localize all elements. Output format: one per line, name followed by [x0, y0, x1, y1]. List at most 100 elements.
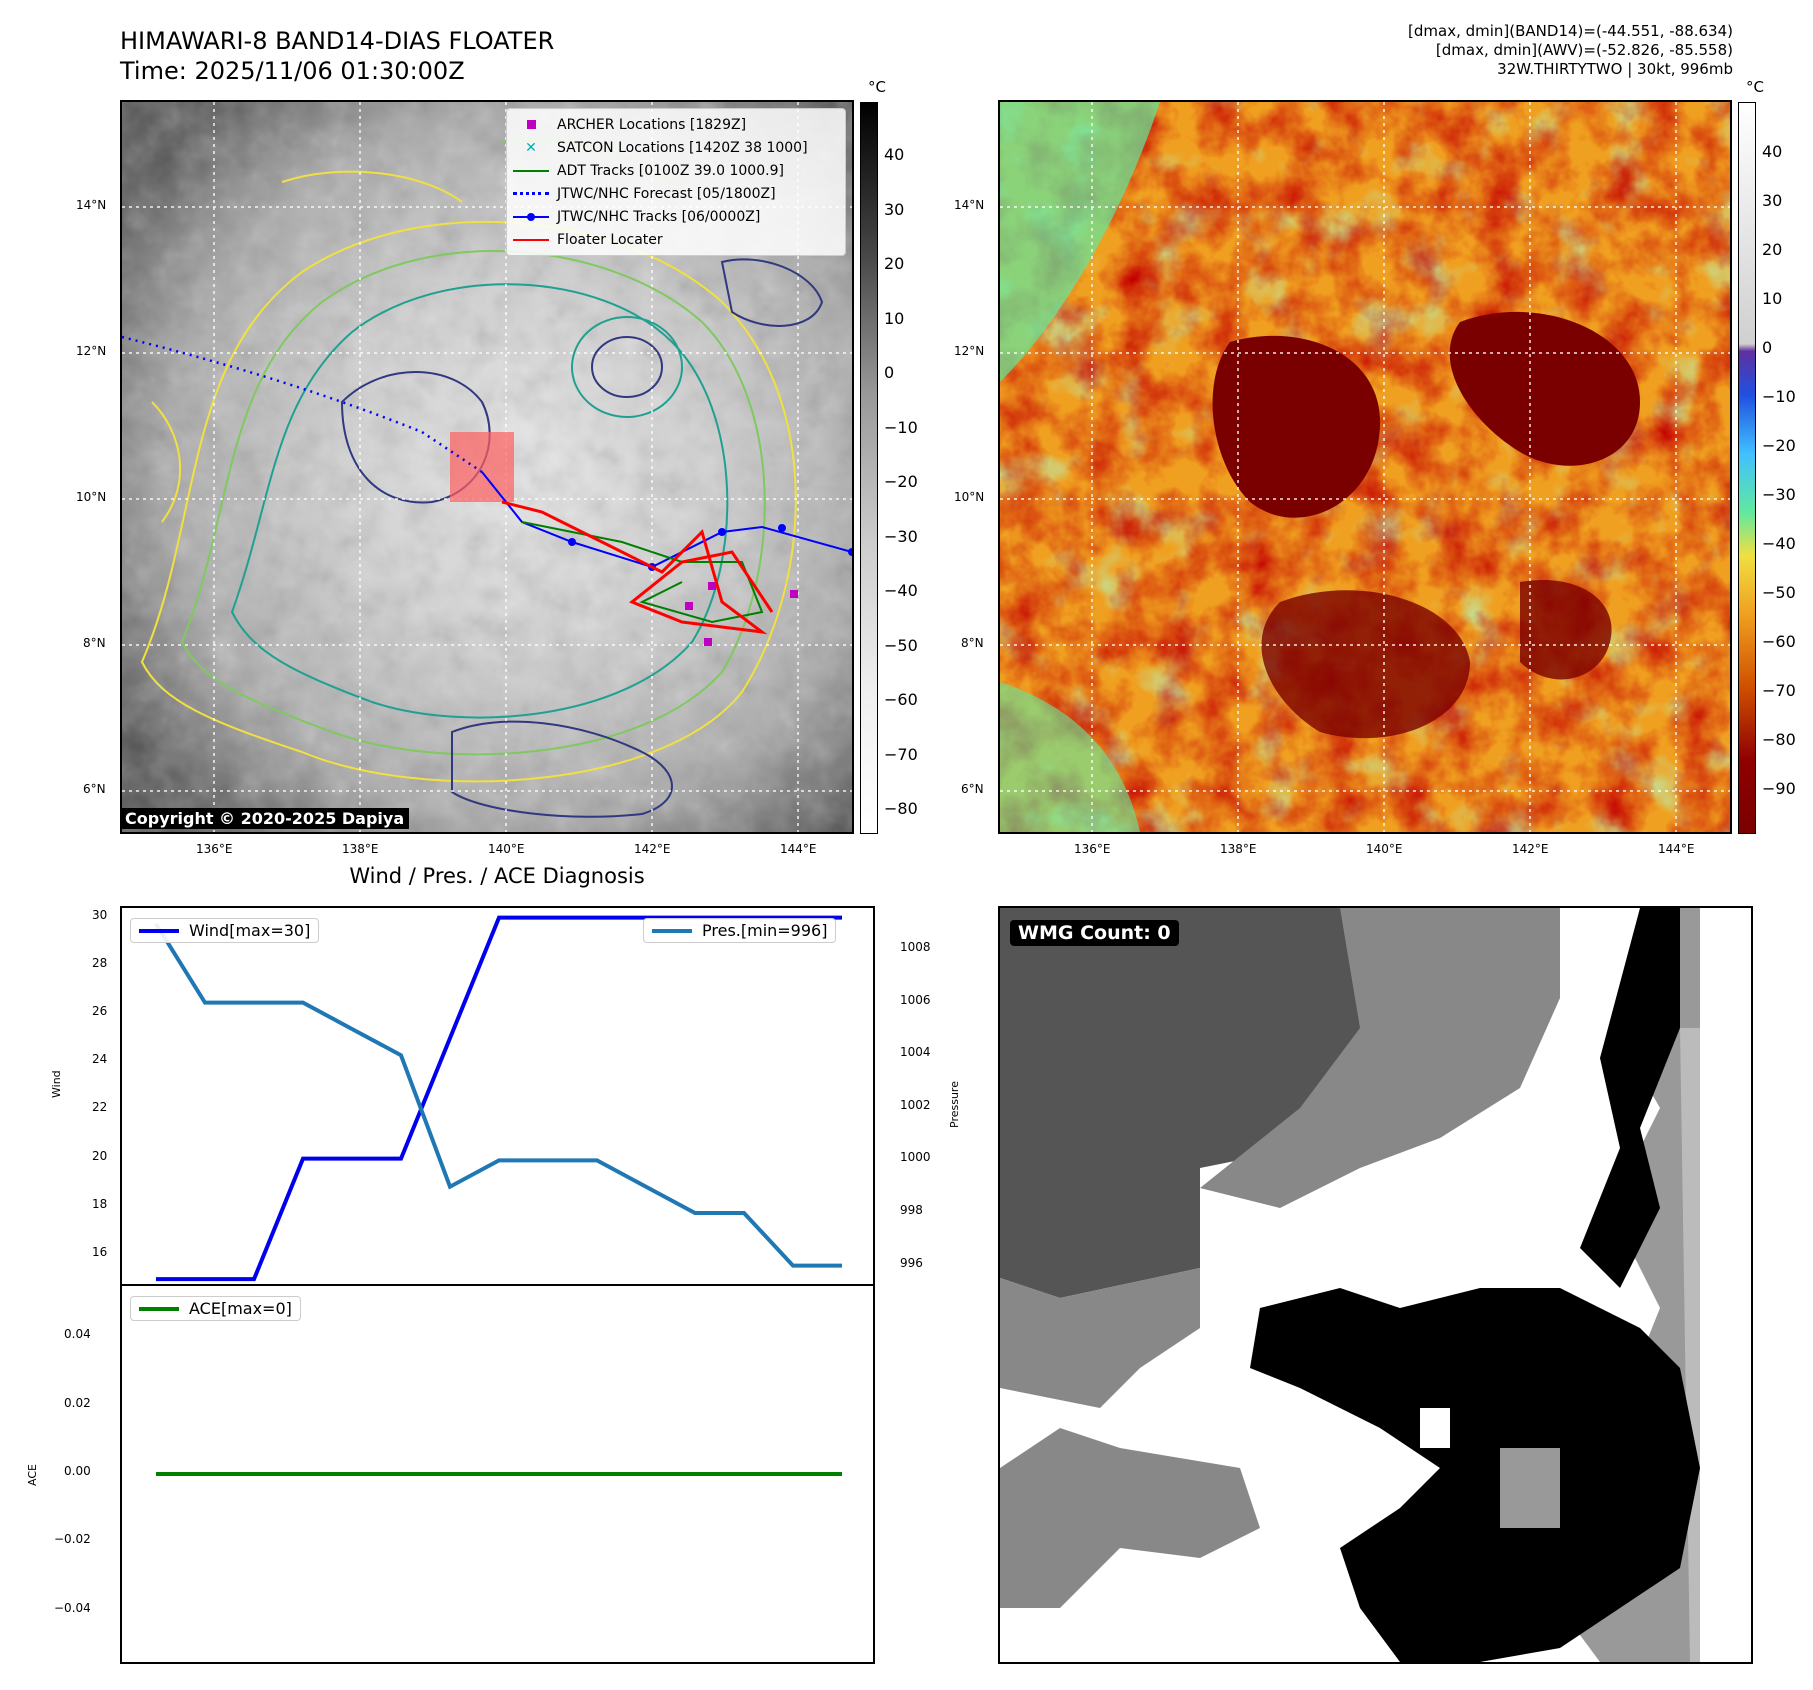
ace-plot — [120, 1284, 875, 1664]
title-line-1: HIMAWARI-8 BAND14-DIAS FLOATER — [120, 27, 555, 55]
colorbar-tick: −10 — [1762, 387, 1796, 406]
legend-floater: Floater Locater — [513, 228, 839, 251]
pressure-tick: 1008 — [900, 940, 931, 955]
wind-pressure-svg — [154, 915, 842, 1282]
colorbar-tick: 10 — [1762, 289, 1783, 308]
colorbar-tick: −60 — [1762, 632, 1796, 651]
legend-jtwc-tracks: JTWC/NHC Tracks [06/0000Z] — [513, 205, 839, 228]
colorbar-tick: −40 — [884, 581, 918, 600]
lat-tick: 14°N — [954, 198, 985, 212]
legend-archer: ARCHER Locations [1829Z] — [513, 113, 839, 136]
colorbar-tick: −30 — [1762, 485, 1796, 504]
lon-tick: 140°E — [488, 842, 525, 856]
colorbar-tick: −80 — [1762, 730, 1796, 749]
pressure-tick: 998 — [900, 1203, 923, 1217]
wind-tick: 28 — [92, 955, 108, 970]
title-line-2: Time: 2025/11/06 01:30:00Z — [120, 57, 465, 85]
floater-box — [450, 432, 514, 502]
diagnosis-title: Wind / Pres. / ACE Diagnosis — [349, 864, 645, 888]
band14-map — [120, 100, 854, 834]
colorbar-tick: −70 — [884, 744, 918, 764]
colorbar-tick: 20 — [884, 254, 905, 273]
ace-tick: −0.02 — [54, 1532, 91, 1547]
info-line-2: [dmax, dmin](AWV)=(-52.826, -85.558) — [1435, 41, 1733, 59]
lat-tick: 6°N — [83, 782, 106, 796]
lon-tick: 142°E — [1512, 842, 1549, 856]
colorbar-tick: −70 — [1762, 681, 1796, 700]
lat-tick: 8°N — [961, 636, 984, 650]
ace-legend: ACE[max=0] — [130, 1296, 301, 1321]
colorbar-tick: −40 — [1762, 534, 1796, 553]
info-line-1: [dmax, dmin](BAND14)=(-44.551, -88.634) — [1408, 22, 1733, 40]
ace-tick: 0.04 — [64, 1327, 91, 1342]
awv-map — [998, 100, 1732, 834]
pressure-tick: 1002 — [900, 1097, 931, 1112]
pressure-series-line — [154, 922, 842, 1268]
colorbar-tick: −20 — [1762, 436, 1796, 455]
lat-tick: 8°N — [83, 636, 106, 650]
wind-tick: 20 — [92, 1148, 108, 1163]
pressure-tick: 1004 — [900, 1045, 931, 1060]
copyright-label: Copyright © 2020-2025 Dapiya — [120, 808, 410, 829]
colorbar-tick: 0 — [1762, 338, 1773, 357]
wind-tick: 16 — [92, 1245, 108, 1260]
colorbar-right-unit: °C — [1746, 78, 1764, 96]
legend-jtwc-forecast: JTWC/NHC Forecast [05/1800Z] — [513, 182, 839, 205]
pressure-tick: 1006 — [900, 992, 931, 1007]
colorbar-tick: −10 — [884, 417, 918, 437]
wind-tick: 22 — [92, 1100, 108, 1115]
wind-pressure-plot — [120, 906, 875, 1286]
legend-adt: ADT Tracks [0100Z 39.0 1000.9] — [513, 159, 839, 182]
colorbar-tick: 30 — [884, 199, 905, 219]
colorbar-tick: −30 — [884, 526, 918, 546]
lat-tick: 10°N — [76, 490, 107, 504]
wind-tick: 30 — [92, 907, 108, 922]
colorbar-tick: −90 — [1762, 779, 1796, 798]
colorbar-tick: 40 — [884, 145, 905, 164]
ace-tick: 0.00 — [64, 1464, 91, 1478]
map-legend: ARCHER Locations [1829Z] ✕ SATCON Locati… — [506, 108, 846, 256]
colorbar-tick: 40 — [1762, 142, 1783, 161]
colorbar-tick: 0 — [884, 363, 895, 382]
pressure-tick: 996 — [900, 1255, 923, 1270]
colorbar-tick: 20 — [1762, 240, 1783, 259]
ace-axis-label: ACE — [26, 1464, 39, 1486]
ace-tick: 0.02 — [64, 1395, 91, 1410]
lat-tick: 12°N — [76, 344, 107, 358]
wmg-panel — [998, 906, 1753, 1664]
ace-svg — [156, 1472, 842, 1476]
lon-tick: 138°E — [1220, 842, 1257, 856]
colorbar-left-unit: °C — [868, 78, 886, 96]
colorbar-left — [860, 102, 878, 834]
wind-tick: 18 — [92, 1196, 108, 1211]
lon-tick: 136°E — [196, 842, 233, 856]
lon-tick: 142°E — [634, 842, 671, 856]
lon-tick: 136°E — [1074, 842, 1111, 856]
storm-info: [dmax, dmin](BAND14)=(-44.551, -88.634) … — [1408, 22, 1733, 79]
lat-tick: 14°N — [76, 198, 107, 212]
wmg-count: WMG Count: 0 — [1010, 920, 1179, 946]
pressure-axis-label: Pressure — [948, 1081, 961, 1128]
wind-tick: 26 — [92, 1004, 108, 1019]
colorbar-tick: −60 — [884, 690, 918, 709]
wind-series-line — [156, 915, 842, 1282]
lat-tick: 12°N — [954, 344, 985, 358]
lat-tick: 6°N — [961, 782, 984, 796]
colorbar-tick: −20 — [884, 472, 918, 491]
ace-tick: −0.04 — [54, 1600, 91, 1615]
wind-tick: 24 — [92, 1052, 108, 1067]
info-line-3: 32W.THIRTYTWO | 30kt, 996mb — [1497, 60, 1733, 78]
wind-legend: Wind[max=30] — [130, 918, 320, 943]
colorbar-right — [1738, 102, 1756, 834]
lon-tick: 140°E — [1366, 842, 1403, 856]
lat-tick: 10°N — [954, 490, 985, 504]
pressure-legend: Pres.[min=996] — [643, 918, 837, 943]
lon-tick: 144°E — [780, 842, 817, 856]
lon-tick: 138°E — [342, 842, 379, 856]
colorbar-tick: 30 — [1762, 191, 1783, 210]
colorbar-tick: 10 — [884, 308, 905, 328]
colorbar-tick: −50 — [1762, 583, 1796, 602]
wind-axis-label: Wind — [50, 1070, 63, 1098]
colorbar-tick: −80 — [884, 799, 918, 818]
lon-tick: 144°E — [1658, 842, 1695, 856]
